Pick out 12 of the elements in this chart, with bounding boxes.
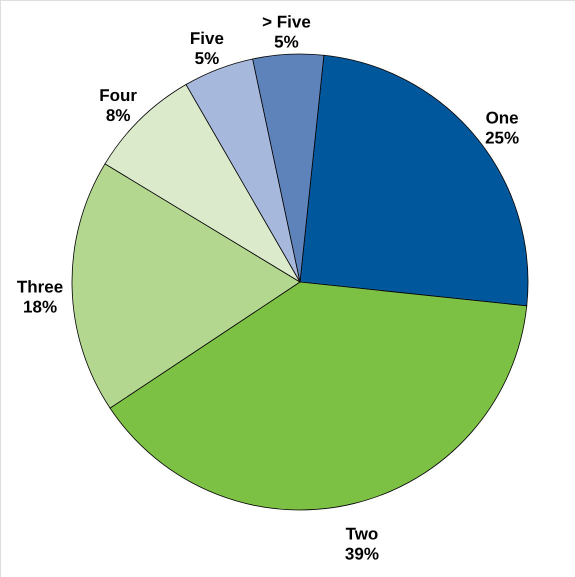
slice-label: Five xyxy=(190,29,224,48)
slice-label: One xyxy=(486,108,519,128)
data-label: 5% xyxy=(274,32,299,52)
data-label: 8% xyxy=(106,106,130,126)
data-label: 25% xyxy=(485,128,520,148)
slice-label: > Five xyxy=(262,12,311,32)
data-label: 18% xyxy=(23,297,58,316)
data-label: 5% xyxy=(194,49,220,68)
data-label: 39% xyxy=(344,544,379,564)
slice-label: Three xyxy=(16,277,64,296)
slice-label: Two xyxy=(346,524,378,544)
slice-label: Four xyxy=(99,86,138,106)
